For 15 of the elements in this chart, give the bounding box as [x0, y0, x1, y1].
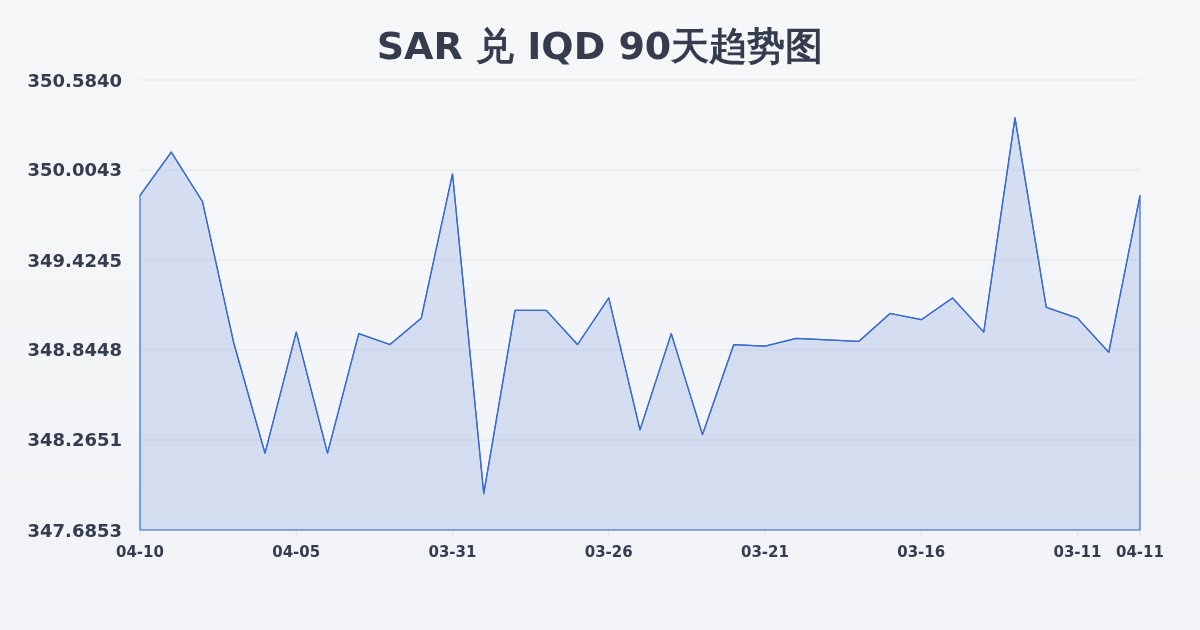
x-tick-label: 03-21	[741, 543, 789, 561]
x-tick-label: 03-26	[584, 543, 633, 561]
y-tick-label: 349.4245	[27, 249, 122, 271]
y-tick-label: 347.6853	[27, 519, 122, 541]
chart-title: SAR 兑 IQD 90天趋势图	[376, 24, 824, 68]
x-tick-label: 03-31	[428, 543, 477, 561]
x-tick-label: 04-11	[1116, 543, 1164, 561]
y-tick-label: 350.5840	[27, 69, 122, 91]
x-tick-label: 04-05	[272, 543, 321, 561]
x-tick-label: 03-11	[1053, 543, 1102, 561]
y-tick-label: 348.2651	[27, 429, 122, 451]
y-tick-label: 348.8448	[27, 339, 122, 361]
y-tick-label: 350.0043	[27, 159, 122, 181]
x-tick-label: 04-10	[116, 543, 164, 561]
x-tick-label: 03-16	[897, 543, 946, 561]
